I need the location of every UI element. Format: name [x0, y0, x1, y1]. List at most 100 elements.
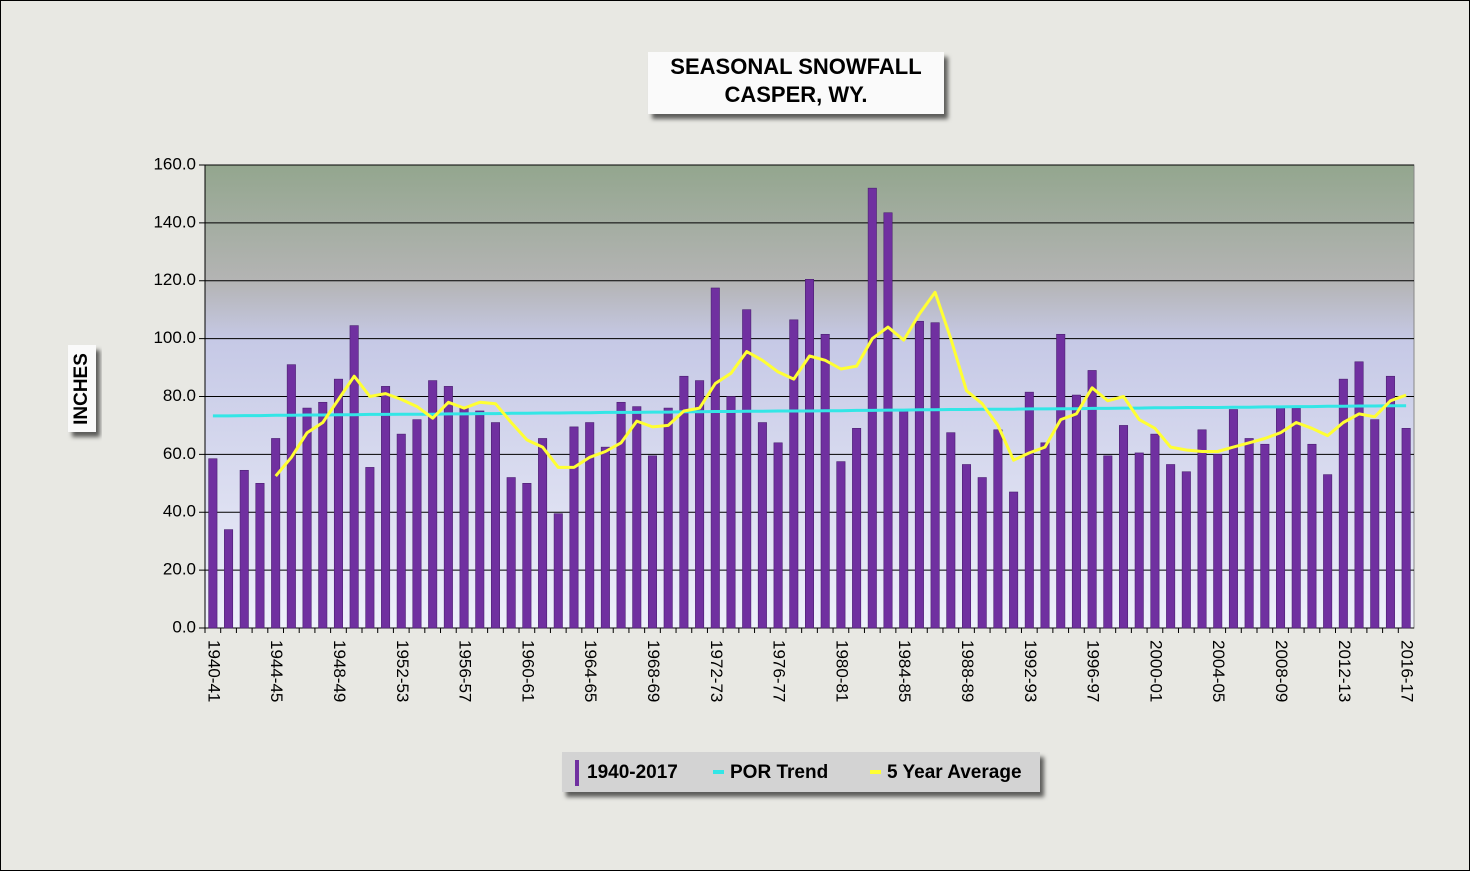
bar — [914, 320, 924, 629]
bar — [1260, 443, 1270, 629]
bar — [773, 442, 783, 629]
bar — [1276, 407, 1286, 629]
bar — [1244, 438, 1254, 629]
legend-label: 1940-2017 — [587, 762, 678, 783]
bar — [600, 446, 610, 629]
x-tick-label: 1940-41 — [204, 640, 223, 702]
y-tick-label: 40.0 — [163, 502, 196, 521]
bar — [899, 410, 909, 629]
x-tick-label: 2016-17 — [1398, 640, 1417, 702]
bar — [1181, 471, 1191, 629]
bar — [757, 422, 767, 629]
y-tick-label: 120.0 — [153, 270, 196, 289]
legend-label: 5 Year Average — [887, 762, 1022, 783]
bar — [1370, 419, 1380, 629]
bar — [538, 438, 548, 629]
y-label-box: INCHES — [68, 345, 96, 432]
bar — [977, 477, 987, 629]
bar — [1009, 491, 1019, 629]
chart-subtitle: CASPER, WY. — [724, 82, 867, 107]
bar — [208, 458, 218, 629]
bar — [475, 410, 485, 629]
bar — [804, 279, 814, 629]
bar — [883, 212, 893, 629]
title-box: SEASONAL SNOWFALL CASPER, WY. — [648, 52, 944, 114]
legend-swatch — [575, 760, 579, 786]
bar — [1228, 409, 1238, 629]
bar — [742, 309, 752, 629]
x-tick-label: 1984-85 — [895, 640, 914, 702]
x-tick-label: 1944-45 — [267, 640, 286, 702]
bar — [1056, 333, 1066, 629]
line — [274, 290, 1407, 478]
bar — [490, 422, 500, 629]
bar — [1291, 407, 1301, 629]
bar — [1134, 452, 1144, 629]
bar — [506, 477, 516, 629]
bar — [1338, 378, 1348, 629]
bar — [836, 461, 846, 629]
x-tick-label: 2008-09 — [1272, 640, 1291, 702]
x-tick-label: 1956-57 — [456, 640, 475, 702]
bar — [271, 438, 281, 629]
bar — [428, 380, 438, 629]
bar — [1166, 464, 1176, 629]
y-tick-label: 60.0 — [163, 444, 196, 463]
bar — [946, 432, 956, 629]
x-tick-label: 1960-61 — [518, 640, 537, 702]
title-frame — [648, 52, 944, 114]
bar — [1385, 375, 1395, 629]
bar — [1087, 370, 1097, 629]
bar — [852, 428, 862, 629]
bar — [1307, 443, 1317, 629]
bar — [820, 333, 830, 629]
bar — [381, 386, 391, 629]
bar — [349, 325, 359, 629]
bar — [224, 529, 234, 629]
y-label-frame — [68, 345, 96, 432]
x-tick-label: 1980-81 — [832, 640, 851, 702]
y-tick-label: 100.0 — [153, 328, 196, 347]
chart-title: SEASONAL SNOWFALL — [670, 54, 921, 79]
x-tick-label: 2012-13 — [1335, 640, 1354, 702]
bar — [1103, 455, 1113, 629]
bar — [930, 322, 940, 629]
x-tick-label: 1964-65 — [581, 640, 600, 702]
x-tick-label: 1988-89 — [958, 640, 977, 702]
y-tick-label: 0.0 — [172, 617, 196, 636]
bar — [396, 433, 406, 629]
x-tick-label: 1968-69 — [644, 640, 663, 702]
x-tick-label: 1996-97 — [1084, 640, 1103, 702]
bar — [302, 407, 312, 629]
bar — [632, 406, 642, 629]
bar — [616, 401, 626, 629]
y-tick-label: 80.0 — [163, 386, 196, 405]
x-tick-label: 1992-93 — [1021, 640, 1040, 702]
bar — [867, 187, 877, 629]
bar — [695, 380, 705, 629]
bar — [412, 419, 422, 629]
legend — [562, 752, 1040, 792]
bar — [1323, 474, 1333, 629]
bar — [1040, 442, 1050, 629]
bar — [333, 378, 343, 629]
line — [212, 404, 1407, 418]
bar — [1071, 394, 1081, 629]
bar — [1197, 429, 1207, 629]
bar — [585, 422, 595, 629]
bar — [710, 287, 720, 629]
x-tick-label: 1976-77 — [770, 640, 789, 702]
bar — [679, 375, 689, 629]
bar — [663, 407, 673, 629]
bar — [255, 483, 265, 629]
bar — [647, 455, 657, 629]
y-axis-label: INCHES — [71, 353, 92, 425]
x-tick-label: 1952-53 — [393, 640, 412, 702]
bar — [789, 319, 799, 629]
bar — [1119, 425, 1129, 629]
x-tick-label: 2004-05 — [1209, 640, 1228, 702]
bar — [993, 429, 1003, 629]
bar — [522, 483, 532, 629]
bar — [286, 364, 296, 629]
